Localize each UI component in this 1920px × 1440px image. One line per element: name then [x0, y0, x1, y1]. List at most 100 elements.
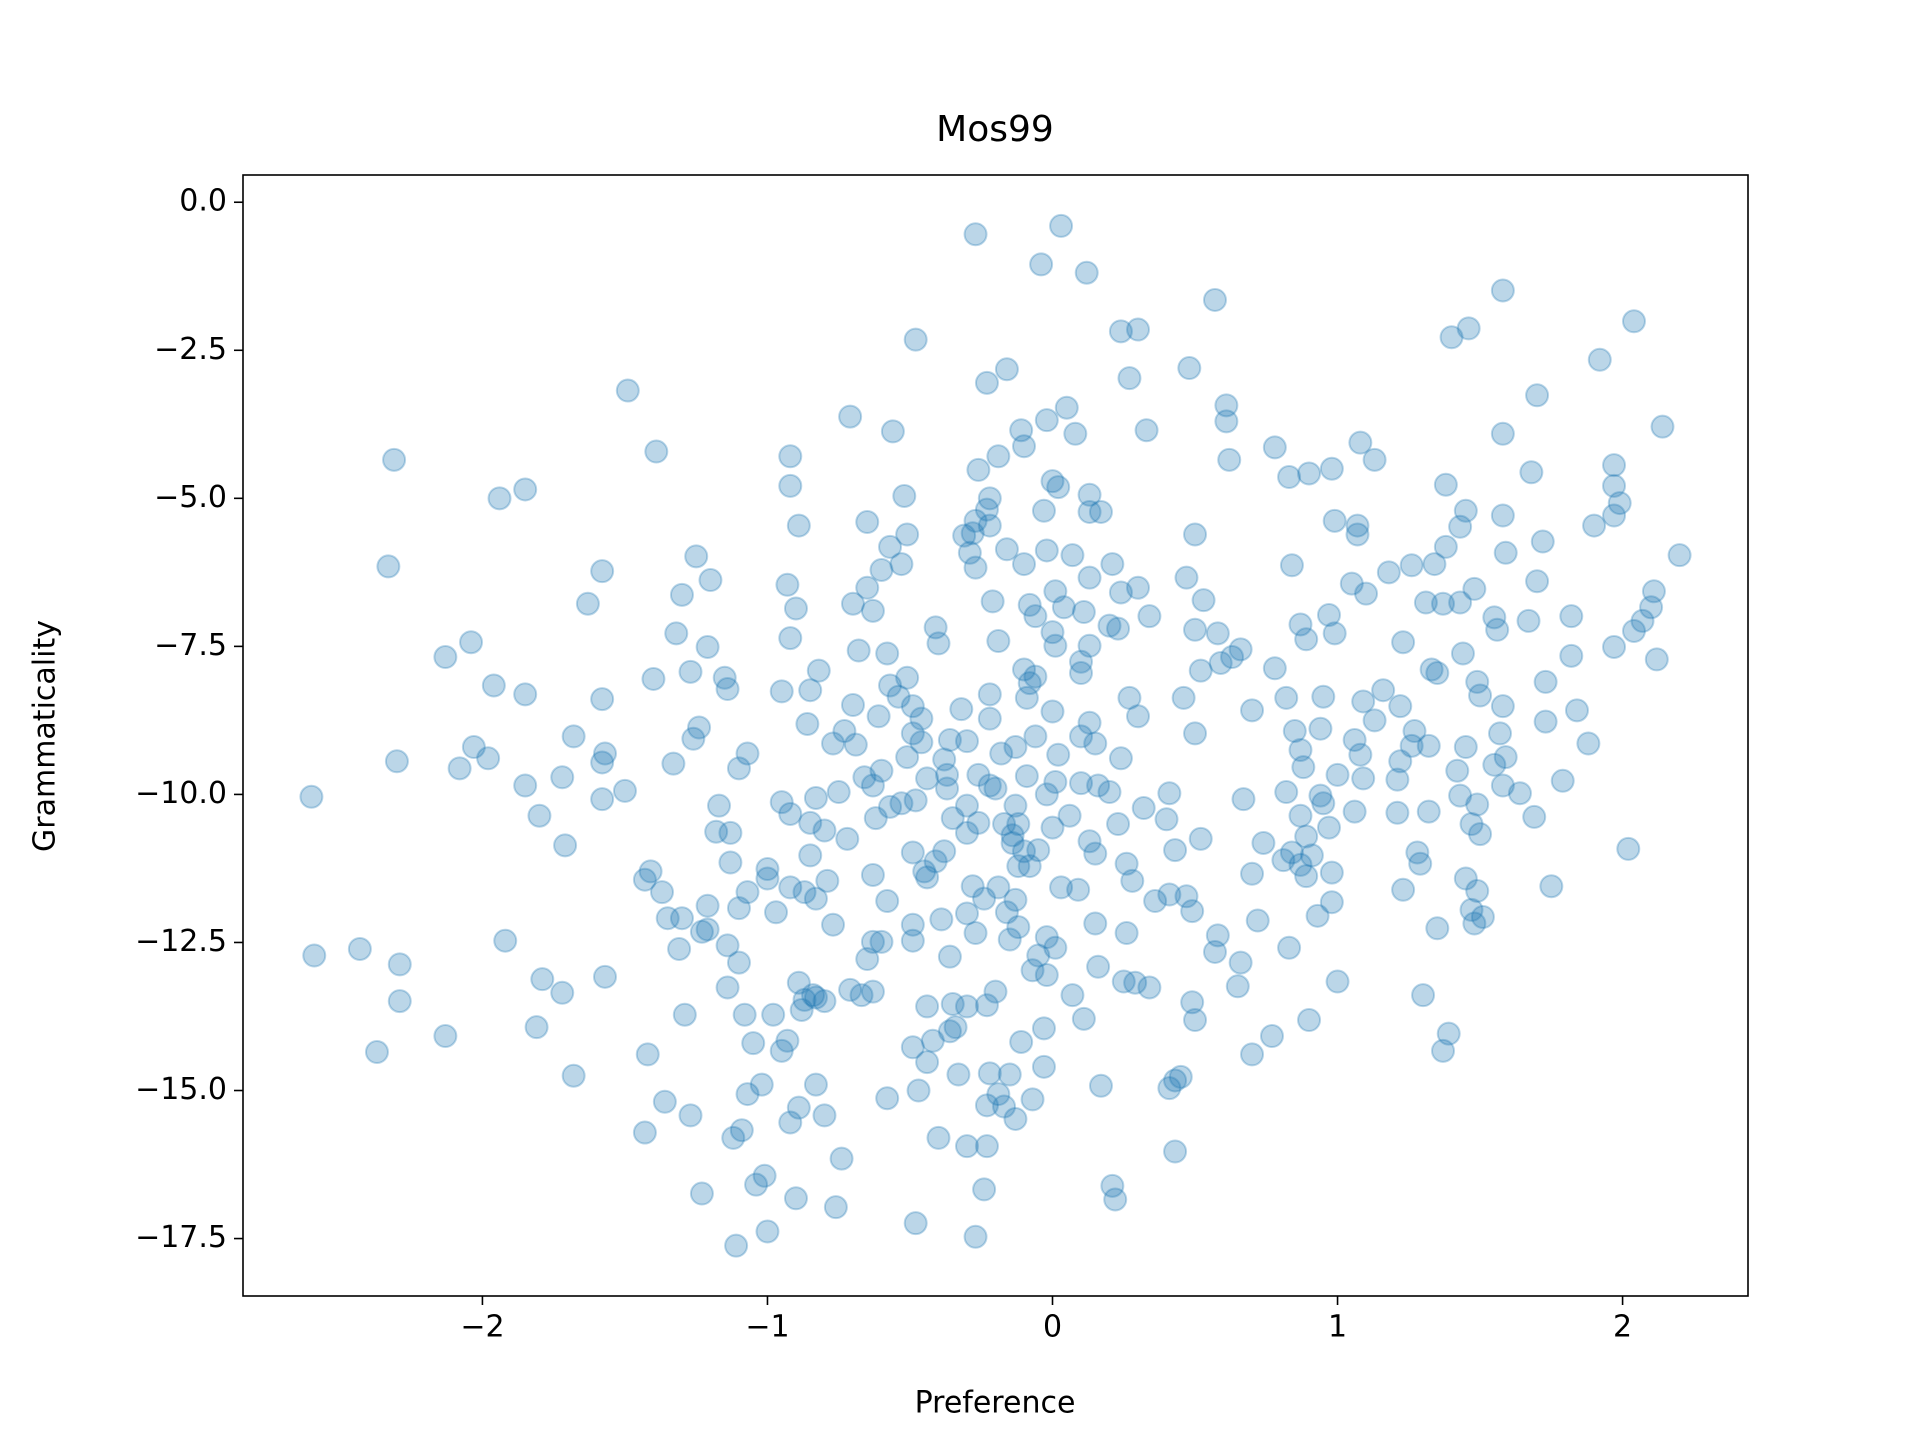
scatter-point	[1077, 565, 1102, 590]
scatter-point	[892, 483, 917, 508]
scatter-point	[1051, 595, 1076, 620]
scatter-point	[1259, 1024, 1284, 1049]
scatter-point	[803, 886, 828, 911]
scatter-point	[530, 967, 555, 992]
scatter-point	[986, 629, 1011, 654]
scatter-point	[1100, 552, 1125, 577]
scatter-point	[940, 992, 965, 1017]
scatter-point	[1490, 278, 1515, 303]
scatter-point	[678, 1103, 703, 1128]
scatter-point	[1297, 461, 1322, 486]
scatter-point	[1311, 791, 1336, 816]
scatter-point	[1288, 738, 1313, 763]
scatter-point	[849, 983, 874, 1008]
scatter-point	[1106, 812, 1131, 837]
scatter-point	[1143, 889, 1168, 914]
scatter-point	[900, 840, 925, 865]
scatter-point	[1191, 588, 1216, 613]
scatter-point	[815, 868, 840, 893]
scatter-point	[1069, 724, 1094, 749]
scatter-point	[1291, 755, 1316, 780]
scatter-point	[1126, 317, 1151, 342]
scatter-point	[1433, 534, 1458, 559]
scatter-point	[695, 917, 720, 942]
scatter-point	[1482, 605, 1507, 630]
scatter-point	[937, 727, 962, 752]
scatter-point	[384, 749, 409, 774]
scatter-point	[852, 765, 877, 790]
scatter-point	[860, 598, 885, 623]
scatter-point	[826, 780, 851, 805]
scatter-point	[1077, 482, 1102, 507]
scatter-point	[1208, 650, 1233, 675]
scatter-point	[1131, 796, 1156, 821]
scatter-point	[493, 928, 518, 953]
scatter-point	[755, 857, 780, 882]
scatter-point	[1316, 815, 1341, 840]
scatter-point	[590, 750, 615, 775]
scatter-point	[937, 1019, 962, 1044]
scatter-point	[1120, 868, 1145, 893]
scatter-point	[1163, 1139, 1188, 1164]
scatter-point	[1014, 764, 1039, 789]
scatter-point	[929, 907, 954, 932]
scatter-point	[1026, 943, 1051, 968]
scatter-point	[655, 906, 680, 931]
scatter-point	[974, 993, 999, 1018]
scatter-point	[926, 631, 951, 656]
scatter-point	[1086, 773, 1111, 798]
scatter-point	[963, 508, 988, 533]
x-tick-label: 2	[1613, 1310, 1632, 1345]
scatter-point	[812, 989, 837, 1014]
scatter-point	[1063, 421, 1088, 446]
scatter-point	[1294, 824, 1319, 849]
scatter-point	[726, 896, 751, 921]
scatter-point	[382, 447, 407, 472]
scatter-point	[735, 741, 760, 766]
scatter-point	[803, 785, 828, 810]
scatter-point	[792, 987, 817, 1012]
scatter-point	[778, 801, 803, 826]
scatter-point	[1071, 1006, 1096, 1031]
scatter-point	[1023, 664, 1048, 689]
scatter-point	[923, 849, 948, 874]
scatter-point	[1490, 773, 1515, 798]
scatter-point	[447, 756, 472, 781]
scatter-point	[1262, 656, 1287, 681]
scatter-point	[1391, 877, 1416, 902]
scatter-point	[1262, 435, 1287, 460]
scatter-point	[650, 880, 675, 905]
scatter-point	[561, 1063, 586, 1088]
scatter-point	[1274, 780, 1299, 805]
y-tick-label: −7.5	[154, 628, 227, 663]
scatter-point	[592, 741, 617, 766]
y-axis-label: Grammaticality	[28, 620, 63, 852]
scatter-point	[1183, 617, 1208, 642]
scatter-point	[997, 1062, 1022, 1087]
scatter-point	[718, 820, 743, 845]
scatter-point	[1137, 975, 1162, 1000]
scatter-point	[923, 615, 948, 640]
scatter-point	[915, 865, 940, 890]
scatter-point	[749, 1072, 774, 1097]
scatter-point	[664, 621, 689, 646]
scatter-point	[1277, 465, 1302, 490]
scatter-point	[1220, 645, 1245, 670]
scatter-point	[972, 886, 997, 911]
scatter-point	[513, 477, 538, 502]
scatter-point	[695, 634, 720, 659]
scatter-point	[1026, 838, 1051, 863]
scatter-point	[715, 975, 740, 1000]
scatter-point	[977, 1061, 1002, 1086]
scatter-point	[1126, 575, 1151, 600]
scatter-point	[803, 985, 828, 1010]
scatter-point	[1433, 472, 1458, 497]
scatter-point	[1006, 854, 1031, 879]
scatter-point	[1106, 616, 1131, 641]
scatter-point	[1325, 969, 1350, 994]
scatter-point	[1012, 657, 1037, 682]
scatter-point	[433, 645, 458, 670]
scatter-point	[1183, 721, 1208, 746]
scatter-point	[915, 1050, 940, 1075]
scatter-point	[1240, 1042, 1265, 1067]
